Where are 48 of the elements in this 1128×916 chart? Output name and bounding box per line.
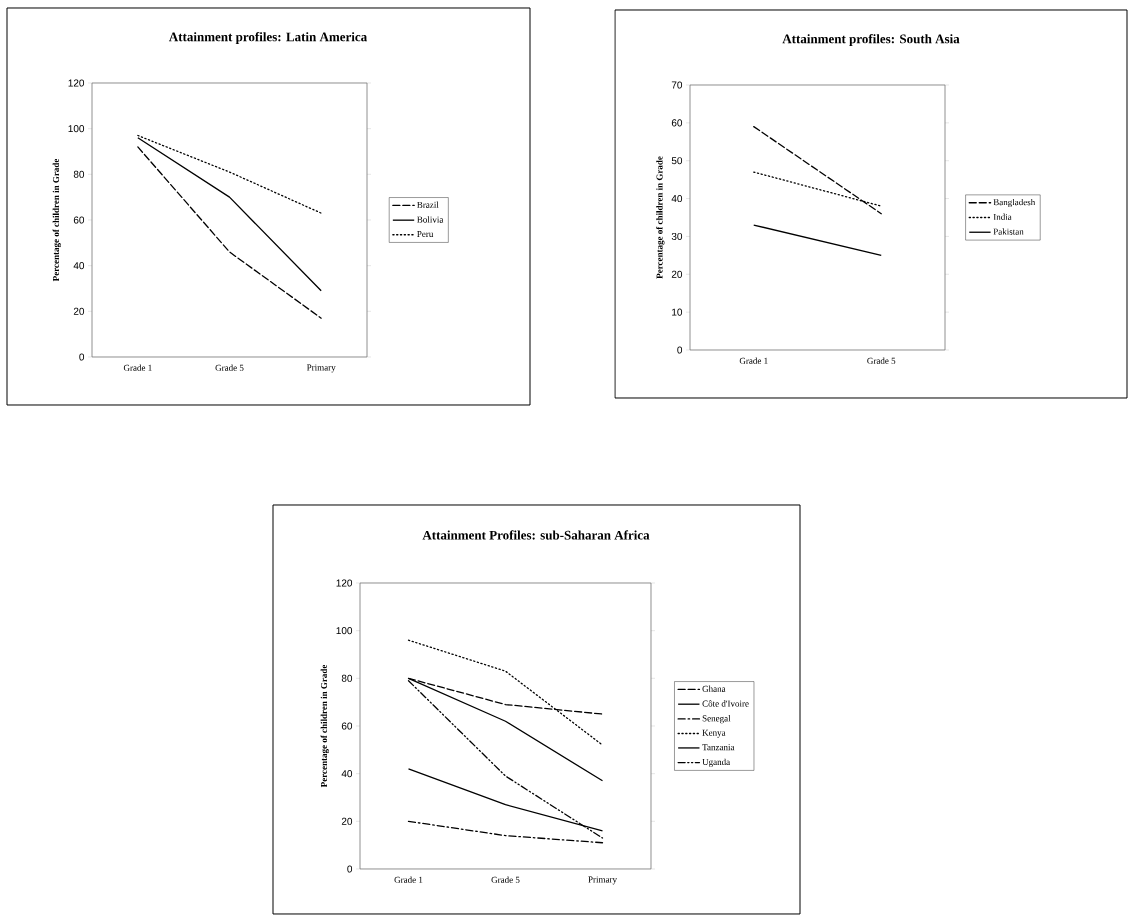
legend-label: Kenya [702,729,726,738]
x-tick-label: Grade 1 [394,876,423,883]
y-tick-label: 40 [73,262,85,270]
y-axis-title: Percentage of children in Grade [656,156,665,279]
chart-title: Attainment Profiles: sub-Saharan Africa [422,530,650,540]
legend-label: Pakistan [993,228,1024,235]
y-axis-title: Percentage of children in Grade [52,158,61,282]
legend-label: Côte d'Ivoire [702,700,749,707]
x-tick-label: Grade 5 [867,357,896,364]
x-tick-label: Grade 1 [739,357,768,364]
y-tick-label: 0 [79,353,85,361]
legend-label: Peru [417,231,434,238]
y-tick-label: 120 [68,79,85,87]
y-tick-label: 100 [336,627,353,635]
legend-label: Tanzania [702,744,735,751]
y-tick-label: 120 [336,579,353,587]
y-tick-label: 60 [73,216,85,224]
y-tick-label: 70 [671,81,683,89]
y-tick-label: 40 [341,770,353,778]
y-tick-label: 40 [671,195,683,203]
y-tick-label: 20 [73,307,85,315]
x-tick-label: Grade 1 [123,364,152,371]
y-tick-label: 0 [677,346,683,354]
y-tick-label: 100 [68,125,85,133]
y-tick-label: 60 [671,119,683,127]
legend-label: Uganda [702,758,730,767]
y-tick-label: 50 [671,157,683,165]
y-tick-label: 80 [341,674,353,682]
y-tick-label: 30 [671,232,683,240]
x-tick-label: Grade 5 [215,364,244,371]
y-tick-label: 80 [73,170,85,178]
y-tick-label: 10 [672,308,683,316]
x-tick-label: Grade 5 [491,876,520,883]
y-axis-title: Percentage of children in Grade [320,664,329,788]
x-tick-label: Primary [588,876,617,885]
y-tick-label: 20 [341,817,353,825]
legend-label: Ghana [702,685,726,692]
x-tick-label: Primary [306,364,336,373]
y-tick-label: 20 [671,270,683,278]
chart-title: Attainment profiles: Latin America [168,32,367,44]
legend-label: India [993,213,1012,220]
y-tick-label: 0 [347,865,353,873]
chart-title: Attainment profiles: South Asia [782,34,960,46]
legend-label: Bangladesh [993,198,1036,208]
y-tick-label: 60 [341,722,353,730]
legend-label: Bolivia [417,216,444,223]
legend-label: Brazil [417,201,439,208]
legend-label: Senegal [702,715,731,724]
